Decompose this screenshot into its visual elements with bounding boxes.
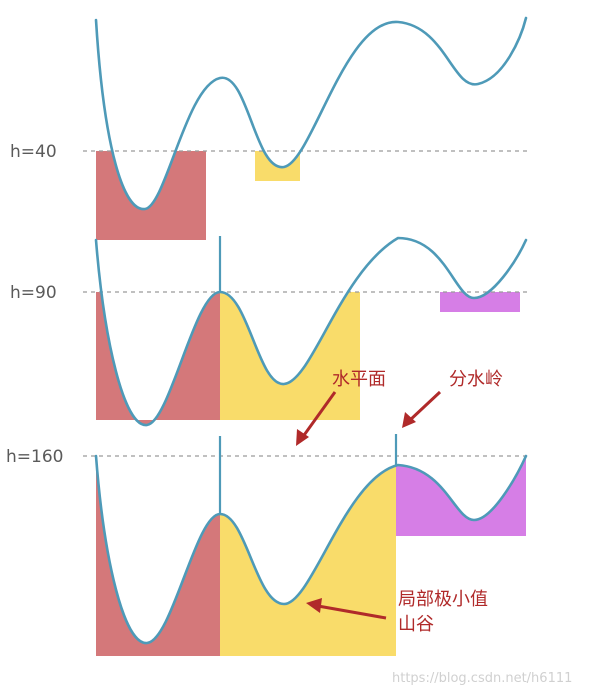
panel-h40: h=40 (10, 16, 530, 240)
terrain-curve (94, 236, 528, 427)
annotations: 水平面 分水岭 局部极小值 山谷 (296, 369, 503, 635)
valley-label: 山谷 (398, 614, 434, 635)
level-label: h=90 (10, 283, 57, 303)
basin-yellow-fill (220, 456, 396, 656)
level-label: h=160 (6, 447, 63, 467)
terrain-curve (94, 454, 528, 645)
panel-h160: h=160 (6, 434, 530, 656)
water-surface-arrowhead (296, 429, 309, 446)
basin-red-fill (96, 151, 206, 240)
panel-h90: h=90 (10, 236, 530, 427)
basin-red-fill (96, 456, 220, 656)
local-minimum-label: 局部极小值 (398, 589, 488, 610)
local-minimum-arrowhead (306, 598, 322, 613)
watershed-arrow (407, 390, 442, 423)
basin-purple-fill (440, 292, 520, 312)
water-surface-label: 水平面 (332, 369, 386, 390)
watermark: https://blog.csdn.net/h6111 (392, 671, 572, 686)
watershed-arrowhead (402, 412, 416, 428)
level-label: h=40 (10, 142, 57, 162)
terrain-curve (94, 16, 528, 211)
water-surface-arrow (300, 391, 337, 439)
local-minimum-arrow (317, 604, 387, 620)
watershed-label: 分水岭 (449, 369, 503, 390)
